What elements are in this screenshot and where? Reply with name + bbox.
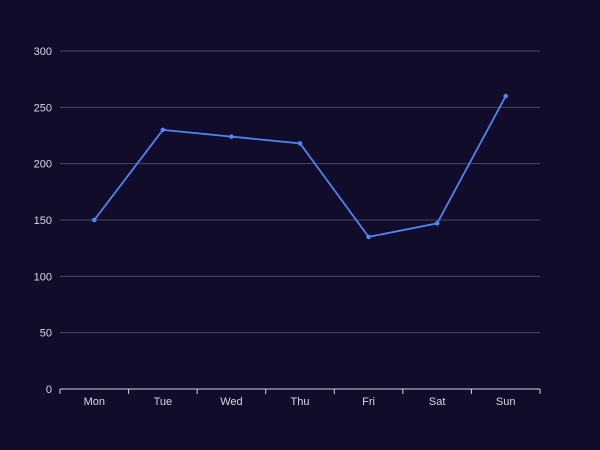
series-line xyxy=(93,95,507,238)
y-tick-label: 0 xyxy=(46,384,52,396)
data-point xyxy=(229,134,234,139)
y-tick-label: 100 xyxy=(34,271,52,283)
x-tick-label: Mon xyxy=(84,396,105,408)
x-axis xyxy=(59,388,541,394)
x-axis-tick-labels: Mon Tue Wed Thu Fri Sat Sun xyxy=(84,396,516,408)
x-tick-label: Sun xyxy=(496,396,516,408)
x-tick-label: Thu xyxy=(291,396,310,408)
data-point xyxy=(434,221,440,226)
y-tick-label: 200 xyxy=(34,159,52,171)
series-layer xyxy=(91,93,509,240)
x-tick-label: Tue xyxy=(154,396,173,408)
y-tick-label: 50 xyxy=(40,328,52,340)
x-tick-label: Wed xyxy=(220,396,242,408)
y-tick-label: 300 xyxy=(34,46,52,58)
grid-lines xyxy=(60,50,540,334)
data-point xyxy=(297,141,303,146)
x-tick-label: Fri xyxy=(362,396,375,408)
y-tick-label: 150 xyxy=(34,215,52,227)
data-point xyxy=(366,234,371,240)
x-tick-label: Sat xyxy=(429,396,446,408)
data-point xyxy=(503,93,509,99)
y-axis-tick-labels: 0 50 100 150 200 250 300 xyxy=(34,46,52,396)
data-point xyxy=(91,217,97,223)
data-point xyxy=(160,127,166,133)
y-tick-label: 250 xyxy=(34,102,52,114)
